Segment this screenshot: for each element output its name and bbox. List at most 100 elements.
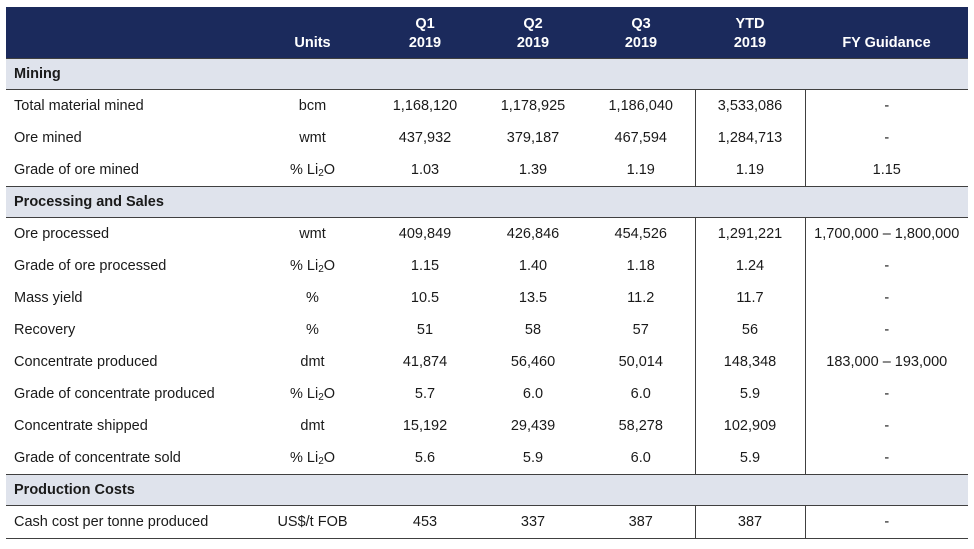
cell-q2: 6.0	[522, 386, 544, 402]
cell-q3: 6.0	[630, 450, 651, 466]
row-label: Grade of ore processed	[14, 258, 167, 274]
cell-ytd: 1.24	[694, 250, 806, 282]
table-row-grade-of-concentrate-sold: Grade of concentrate sold % Li2O 5.6 5.9…	[6, 442, 968, 475]
cell-guidance: -	[884, 322, 890, 338]
header-q1: Q1 2019	[371, 7, 479, 59]
cell-q1: 41,874	[402, 354, 448, 370]
header-guidance: FY Guidance	[805, 7, 968, 59]
cell-q3: 467,594	[614, 130, 667, 146]
cell-q2: 337	[479, 505, 587, 539]
cell-ytd: 5.9	[694, 378, 806, 410]
table-row-concentrate-shipped: Concentrate shipped dmt 15,192 29,439 58…	[6, 410, 968, 442]
cell-ytd: 56	[694, 314, 806, 346]
cell-q2: 379,187	[506, 130, 560, 146]
row-label: Grade of concentrate sold	[14, 450, 181, 466]
cell-q3: 6.0	[630, 386, 651, 402]
cell-ytd: 5.9	[694, 442, 806, 475]
cell-q1: 1,168,120	[392, 98, 458, 114]
cell-q1: 437,932	[398, 130, 452, 146]
table-header: Units Q1 2019 Q2 2019 Q3 2019 YTD 2019 FY Gu…	[6, 7, 968, 59]
row-units: dmt	[300, 354, 325, 370]
section-row-mining: Mining	[6, 58, 968, 90]
header-ytd-period: YTD	[735, 16, 765, 32]
row-units: % Li2O	[289, 386, 336, 403]
row-units: % Li2O	[289, 258, 336, 275]
header-ytd-year: 2019	[733, 35, 767, 51]
row-label: Concentrate produced	[14, 354, 158, 370]
row-units: wmt	[299, 226, 326, 242]
cell-q1: 10.5	[410, 290, 440, 306]
cell-q1: 51	[416, 322, 434, 338]
row-label: Mass yield	[14, 290, 83, 306]
row-label: Ore mined	[14, 130, 82, 146]
cell-guidance: -	[805, 505, 968, 539]
table-row-mass-yield: Mass yield % 10.5 13.5 11.2 11.7 -	[6, 282, 968, 314]
cell-q2: 1,178,925	[500, 98, 566, 114]
cell-q1: 5.6	[414, 450, 436, 466]
cell-q3: 58,278	[618, 418, 663, 434]
cell-q2: 29,439	[510, 418, 556, 434]
row-units: % Li2O	[289, 450, 336, 467]
header-q1-period: Q1	[415, 16, 435, 32]
cell-guidance: -	[884, 450, 890, 466]
cell-guidance: 1.15	[872, 162, 901, 178]
section-title: Production Costs	[6, 474, 968, 506]
cell-guidance: -	[884, 418, 890, 434]
row-label: Grade of concentrate produced	[14, 386, 215, 402]
table-row-concentrate-produced: Concentrate produced dmt 41,874 56,460 5…	[6, 346, 968, 378]
cell-q2: 426,846	[506, 226, 560, 242]
cell-guidance: -	[884, 130, 890, 146]
cell-q3: 1,186,040	[608, 98, 673, 114]
row-label: Grade of ore mined	[14, 162, 139, 178]
table-row-ore-mined: Ore mined wmt 437,932 379,187 467,594 1,…	[6, 122, 968, 154]
table-row-grade-of-ore-processed: Grade of ore processed % Li2O 1.15 1.40 …	[6, 250, 968, 282]
header-q3-year: 2019	[624, 35, 658, 51]
cell-ytd: 3,533,086	[694, 89, 806, 122]
cell-q1: 409,849	[398, 226, 452, 242]
table-row-grade-of-concentrate-produced: Grade of concentrate produced % Li2O 5.7…	[6, 378, 968, 410]
table-row-cash-cost-per-tonne: Cash cost per tonne produced US$/t FOB 4…	[6, 505, 968, 539]
section-row-production-costs: Production Costs	[6, 474, 968, 506]
cell-ytd: 1,291,221	[694, 217, 806, 250]
cell-ytd: 148,348	[694, 346, 806, 378]
cell-guidance: 1,700,000 – 1,800,000	[814, 226, 960, 242]
cell-guidance: -	[884, 98, 890, 114]
row-label: Concentrate shipped	[14, 418, 148, 434]
cell-q3: 1.18	[626, 258, 655, 274]
cell-guidance: -	[884, 258, 890, 274]
header-blank	[6, 7, 254, 59]
cell-q1: 15,192	[402, 418, 448, 434]
cell-q1: 453	[371, 505, 479, 539]
cell-q3: 11.2	[627, 290, 655, 306]
row-units: % Li2O	[289, 162, 336, 179]
header-q2: Q2 2019	[479, 7, 587, 59]
table-row-ore-processed: Ore processed wmt 409,849 426,846 454,52…	[6, 217, 968, 250]
cell-guidance: 183,000 – 193,000	[826, 354, 948, 370]
cell-q1: 5.7	[414, 386, 436, 402]
row-label: Cash cost per tonne produced	[6, 505, 254, 539]
cell-q3: 387	[587, 505, 695, 539]
cell-q2: 1.39	[518, 162, 548, 178]
cell-q3: 454,526	[614, 226, 667, 242]
table-row-total-material-mined: Total material mined bcm 1,168,120 1,178…	[6, 89, 968, 122]
cell-q2: 13.5	[518, 290, 548, 306]
header-q2-period: Q2	[523, 16, 543, 32]
cell-ytd: 1,284,713	[694, 122, 806, 154]
cell-guidance: -	[884, 386, 890, 402]
row-units: dmt	[300, 418, 325, 434]
header-q3: Q3 2019	[587, 7, 695, 59]
header-q1-year: 2019	[408, 35, 442, 51]
cell-q2: 56,460	[510, 354, 556, 370]
cell-q3: 1.19	[626, 162, 655, 178]
header-row: Units Q1 2019 Q2 2019 Q3 2019 YTD 2019 FY Gu…	[6, 7, 968, 59]
cell-q3: 50,014	[618, 354, 663, 370]
cell-ytd: 1.19	[694, 154, 806, 187]
row-label: Ore processed	[14, 226, 110, 242]
operations-table: Units Q1 2019 Q2 2019 Q3 2019 YTD 2019 FY Gu…	[6, 7, 968, 539]
row-units: wmt	[299, 130, 326, 146]
cell-q3: 57	[632, 322, 649, 338]
cell-ytd: 387	[694, 505, 806, 539]
cell-q1: 1.15	[410, 258, 440, 274]
row-units: %	[306, 290, 319, 306]
table-row-grade-of-ore-mined: Grade of ore mined % Li2O 1.03 1.39 1.19…	[6, 154, 968, 187]
